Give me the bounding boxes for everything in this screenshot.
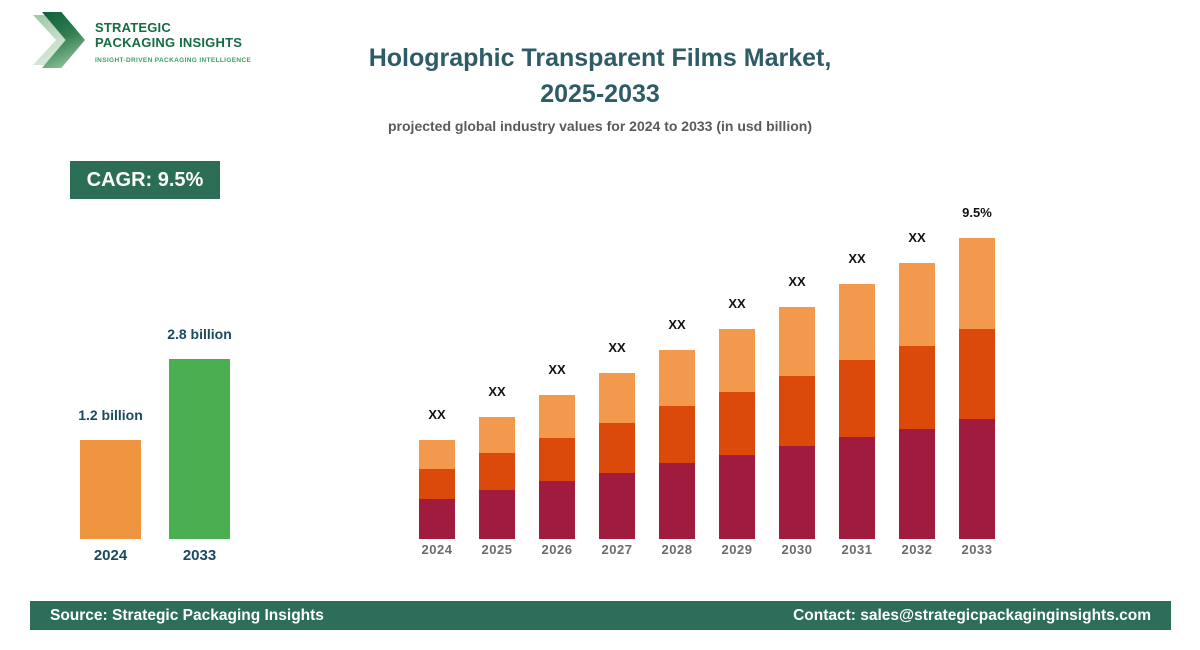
middle-segment-2025: [479, 453, 515, 490]
top-segment-2024: [419, 440, 455, 469]
top-segment-2027: [599, 373, 635, 423]
top-segment-2028: [659, 350, 695, 406]
page-title-line2: 2025-2033: [540, 80, 660, 108]
projection-year-label-2024: 2024: [421, 542, 453, 557]
bottom-segment-2027: [599, 473, 635, 539]
projection-bar-2031: [839, 284, 875, 539]
bottom-segment-2031: [839, 437, 875, 539]
projection-year-label-2029: 2029: [721, 542, 753, 557]
summary-year-label-2033: 2033: [182, 547, 217, 564]
middle-segment-2026: [539, 438, 575, 481]
projection-bar-label-2030: XX: [788, 274, 806, 289]
projection-bar-label-2033: 9.5%: [962, 205, 992, 220]
middle-segment-2031: [839, 360, 875, 437]
projection-bar-label-2029: XX: [728, 296, 746, 311]
middle-segment-2027: [599, 423, 635, 473]
brand-text: STRATEGIC PACKAGING INSIGHTS INSIGHT-DRI…: [95, 12, 251, 68]
summary-bar-chart: 1.2 billion 2024 2.8 billion 2033: [78, 0, 250, 564]
projection-stacked-bar-chart: XX 2024 XX 2025 XX 2026 XX 2027 XX 2028 XX 2029 XX 20…: [419, 0, 996, 557]
summary-value-label-2024: 1.2 billion: [78, 407, 143, 423]
top-segment-2031: [839, 284, 875, 360]
brand-logo: STRATEGIC PACKAGING INSIGHTS INSIGHT-DRI…: [33, 12, 251, 68]
middle-segment-2033: [959, 329, 995, 419]
page-title-line1: Holographic Transparent Films Market,: [368, 44, 832, 72]
projection-bar-label-2031: XX: [848, 251, 866, 266]
projection-year-label-2025: 2025: [481, 542, 513, 557]
top-segment-2030: [779, 307, 815, 376]
projection-bar-label-2032: XX: [908, 230, 926, 245]
header-block: Holographic Transparent Films Market, 20…: [0, 40, 1200, 134]
brand-tagline: INSIGHT-DRIVEN PACKAGING INTELLIGENCE: [95, 57, 252, 64]
cagr-badge: CAGR: 9.5%: [70, 161, 220, 199]
middle-segment-2029: [719, 392, 755, 455]
projection-year-label-2026: 2026: [541, 542, 573, 557]
top-segment-2029: [719, 329, 755, 392]
page-subtitle: projected global industry values for 202…: [388, 118, 812, 134]
projection-year-label-2028: 2028: [661, 542, 693, 557]
projection-bar-label-2025: XX: [488, 384, 506, 399]
projection-year-label-2032: 2032: [901, 542, 933, 557]
middle-segment-2032: [899, 346, 935, 429]
projection-bar-label-2028: XX: [668, 317, 686, 332]
middle-segment-2024: [419, 469, 455, 499]
projection-year-label-2027: 2027: [601, 542, 633, 557]
bottom-segment-2033: [959, 419, 995, 539]
projection-bar-label-2027: XX: [608, 340, 626, 355]
middle-segment-2030: [779, 376, 815, 446]
top-segment-2026: [539, 395, 575, 438]
footer-bar: Source: Strategic Packaging Insights Con…: [30, 601, 1171, 630]
projection-year-label-2033: 2033: [961, 542, 993, 557]
top-segment-2033: [959, 238, 995, 329]
summary-value-label-2033: 2.8 billion: [167, 326, 232, 342]
middle-segment-2028: [659, 406, 695, 463]
page-title: Holographic Transparent Films Market, 20…: [0, 40, 1200, 112]
projection-bar-2033: [959, 238, 995, 539]
summary-bar-2024: [80, 440, 141, 539]
brand-chevron-icon: [33, 12, 85, 68]
projection-bar-label-2024: XX: [428, 407, 446, 422]
bottom-segment-2024: [419, 499, 455, 539]
footer-contact: Contact: sales@strategicpackaginginsight…: [793, 606, 1151, 624]
projection-bar-2025: [479, 417, 515, 539]
projection-bar-2024: [419, 440, 455, 539]
projection-bar-label-2026: XX: [548, 362, 566, 377]
projection-bar-2028: [659, 350, 695, 539]
top-segment-2032: [899, 263, 935, 346]
bottom-segment-2026: [539, 481, 575, 539]
bottom-segment-2032: [899, 429, 935, 539]
projection-bar-2030: [779, 307, 815, 539]
bottom-segment-2029: [719, 455, 755, 539]
projection-year-label-2031: 2031: [841, 542, 873, 557]
projection-bar-2029: [719, 329, 755, 539]
projection-year-label-2030: 2030: [781, 542, 813, 557]
bottom-segment-2030: [779, 446, 815, 539]
top-segment-2025: [479, 417, 515, 453]
projection-bar-2027: [599, 373, 635, 539]
projection-bar-2026: [539, 395, 575, 539]
summary-bar-2033: [169, 359, 230, 539]
brand-name-line1: STRATEGIC: [95, 20, 171, 35]
brand-name-line2: PACKAGING INSIGHTS: [95, 35, 243, 50]
bottom-segment-2028: [659, 463, 695, 539]
brand-name: STRATEGIC PACKAGING INSIGHTS: [95, 20, 251, 50]
footer-source: Source: Strategic Packaging Insights: [50, 606, 324, 624]
projection-bar-2032: [899, 263, 935, 539]
bottom-segment-2025: [479, 490, 515, 539]
summary-year-label-2024: 2024: [93, 547, 128, 564]
